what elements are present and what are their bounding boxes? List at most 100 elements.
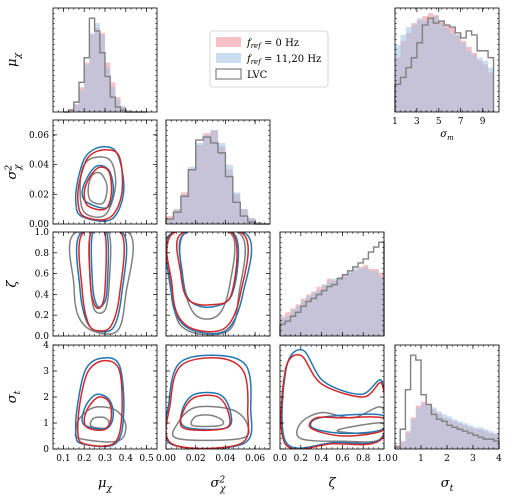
param-sigt-xtick-label: 4 (496, 454, 502, 464)
panel-sigt-vs-sig2-contour-zero-0 (179, 394, 231, 432)
hist-sig2-hist-lvc (165, 136, 270, 225)
panel-sig2-vs-mu-contour-lvc-0 (87, 171, 108, 205)
param-sigt-xtick-label: 0 (392, 454, 398, 464)
param-sigt-xtick-label: 3 (470, 454, 476, 464)
hist-zeta-hist-lvc (279, 241, 385, 336)
panel-hist-mu (52, 7, 158, 113)
legend-label-lvc: LVC (247, 70, 268, 81)
panel-zeta-vs-mu (52, 231, 158, 337)
param-mu-xtick-label: 0.2 (77, 454, 91, 464)
xlabel-sigma-m: σm (440, 129, 454, 142)
param-zeta-xtick-label: 0.0 (273, 454, 288, 464)
panel-sigt-vs-zeta-contour-zero-0 (308, 416, 384, 437)
sigma-m-xtick-label: 5 (436, 117, 442, 127)
param-sig2-xtick-label: 0.04 (215, 454, 235, 464)
param-sigt-xtick-label: 1 (418, 454, 424, 464)
hist-zeta-hist-ref (280, 266, 384, 336)
xlabel-sig2: σ2 χ (211, 475, 226, 494)
panel-zeta-vs-mu-contour-zero-1 (78, 232, 125, 332)
param-zeta-xtick-label: 1.0 (377, 454, 392, 464)
panel-sig2-vs-mu-contour-ref-1 (74, 145, 125, 222)
param-sigt-ytick-label: 0 (43, 445, 49, 455)
param-mu-xtick-label: 0.5 (139, 454, 154, 464)
panel-sig2-vs-mu (52, 119, 158, 225)
panel-sigt-vs-zeta-contour-lvc-1 (296, 406, 384, 443)
param-sig2-ytick-label: 0.04 (29, 161, 49, 171)
sigma-m-xtick-label: 3 (414, 117, 420, 127)
hist-sigt-hist-lvc (394, 354, 500, 449)
hist-sigma-m-hist-ref (395, 16, 494, 112)
param-sig2-xtick-label: 0.06 (245, 454, 265, 464)
hist-sigma-m-hist-lvc (394, 17, 495, 112)
xlabel-zeta: ζ (328, 476, 336, 491)
param-mu-xtick-label: 0.4 (119, 454, 134, 464)
panel-sig2-vs-mu-contour-zero-0 (83, 166, 113, 211)
panel-zeta-vs-sig2 (165, 231, 271, 337)
panel-sigt-vs-zeta-contour-zero-1 (280, 354, 384, 449)
ylabel-zeta: ζ (5, 280, 20, 288)
panel-hist-zeta (279, 231, 385, 337)
panel-zeta-vs-sig2-contour-zero-1 (166, 232, 249, 333)
panel-zeta-vs-mu-contour-ref-1 (75, 232, 128, 333)
param-zeta-xtick-label: 0.6 (335, 454, 350, 464)
param-zeta-ytick-label: 0.6 (35, 270, 50, 280)
sigma-m-xtick-label: 1 (392, 117, 398, 127)
param-sigt-ytick-label: 3 (43, 367, 49, 377)
panel-hist-sigma-m (394, 7, 500, 113)
param-zeta-ytick-label: 0.2 (35, 311, 49, 321)
panel-sig2-vs-mu-contour-lvc-1 (79, 156, 117, 218)
param-sig2-xtick-label: 0.00 (156, 454, 176, 464)
panel-hist-sigt (394, 344, 500, 450)
param-sig2-ytick-label: 0.06 (29, 131, 49, 141)
panel-sigt-vs-mu-contour-ref-1 (74, 357, 125, 448)
param-sigt-ytick-label: 1 (43, 419, 49, 429)
panel-sigt-vs-zeta-contour-ref-0 (309, 413, 384, 435)
panel-sigt-vs-mu-contour-lvc-0 (89, 416, 110, 430)
param-sigt-ytick-label: 4 (43, 341, 49, 351)
param-zeta-ytick-label: 0.8 (35, 249, 50, 259)
panel-sigt-vs-zeta (279, 344, 385, 450)
panel-sigt-vs-sig2-contour-ref-1 (166, 354, 253, 449)
sigma-m-xtick-label: 7 (458, 117, 464, 127)
param-zeta-ytick-label: 1.0 (35, 228, 50, 238)
xlabel-mu: μχ (98, 476, 112, 494)
panel-sigt-vs-sig2-contour-zero-1 (166, 357, 250, 449)
param-zeta-ytick-label: 0.4 (35, 290, 50, 300)
panel-hist-sig2 (165, 119, 271, 225)
panel-sig2-vs-mu-contour-zero-1 (76, 148, 124, 221)
legend-swatch-zero (216, 37, 241, 47)
xlabel-sigt: σt (441, 476, 454, 494)
panel-sigt-vs-sig2 (165, 344, 271, 450)
legend-label-zero: fref = 0 Hz (246, 38, 299, 50)
panel-sigt-vs-mu (52, 344, 158, 450)
panel-zeta-vs-sig2-contour-zero-0 (175, 232, 238, 306)
ylabel-sig2: σ2χ (4, 164, 23, 179)
param-zeta-xtick-label: 0.4 (314, 454, 329, 464)
param-mu-xtick-label: 0.3 (98, 454, 113, 464)
panel-zeta-vs-sig2-contour-ref-0 (178, 232, 240, 309)
panel-sigt-vs-sig2-contour-lvc-1 (171, 405, 250, 442)
panel-zeta-vs-sig2-contour-ref-1 (166, 232, 253, 335)
param-sigt-ytick-label: 2 (43, 393, 49, 403)
param-sig2-ytick-label: 0.02 (29, 190, 49, 200)
legend-swatch-ref (216, 53, 241, 63)
legend: fref = 0 Hz fref = 11,20 Hz LVC (209, 30, 329, 88)
param-zeta-xtick-label: 0.8 (356, 454, 371, 464)
param-zeta-ytick-label: 0.0 (35, 332, 50, 342)
param-sig2-ytick-label: 0.00 (29, 220, 49, 230)
panel-sigt-vs-mu-contour-zero-1 (76, 359, 123, 447)
ylabel-mu: μχ (5, 53, 23, 67)
hist-sigt-hist-ref (395, 403, 499, 449)
sigma-m-xtick-label: 9 (480, 117, 486, 127)
param-sigt-xtick-label: 2 (444, 454, 450, 464)
param-sig2-xtick-label: 0.02 (186, 454, 206, 464)
ylabel-sigt: σt (5, 390, 23, 403)
legend-label-ref: fref = 11,20 Hz (246, 54, 321, 66)
panel-zeta-vs-mu-contour-lvc-1 (68, 232, 134, 335)
panel-sigt-vs-sig2-contour-lvc-0 (190, 414, 225, 428)
param-zeta-xtick-label: 0.2 (294, 454, 308, 464)
panel-zeta-vs-mu-contour-ref-0 (90, 232, 110, 308)
param-mu-xtick-label: 0.1 (56, 454, 70, 464)
panel-sigt-vs-mu-contour-zero-0 (83, 396, 113, 432)
